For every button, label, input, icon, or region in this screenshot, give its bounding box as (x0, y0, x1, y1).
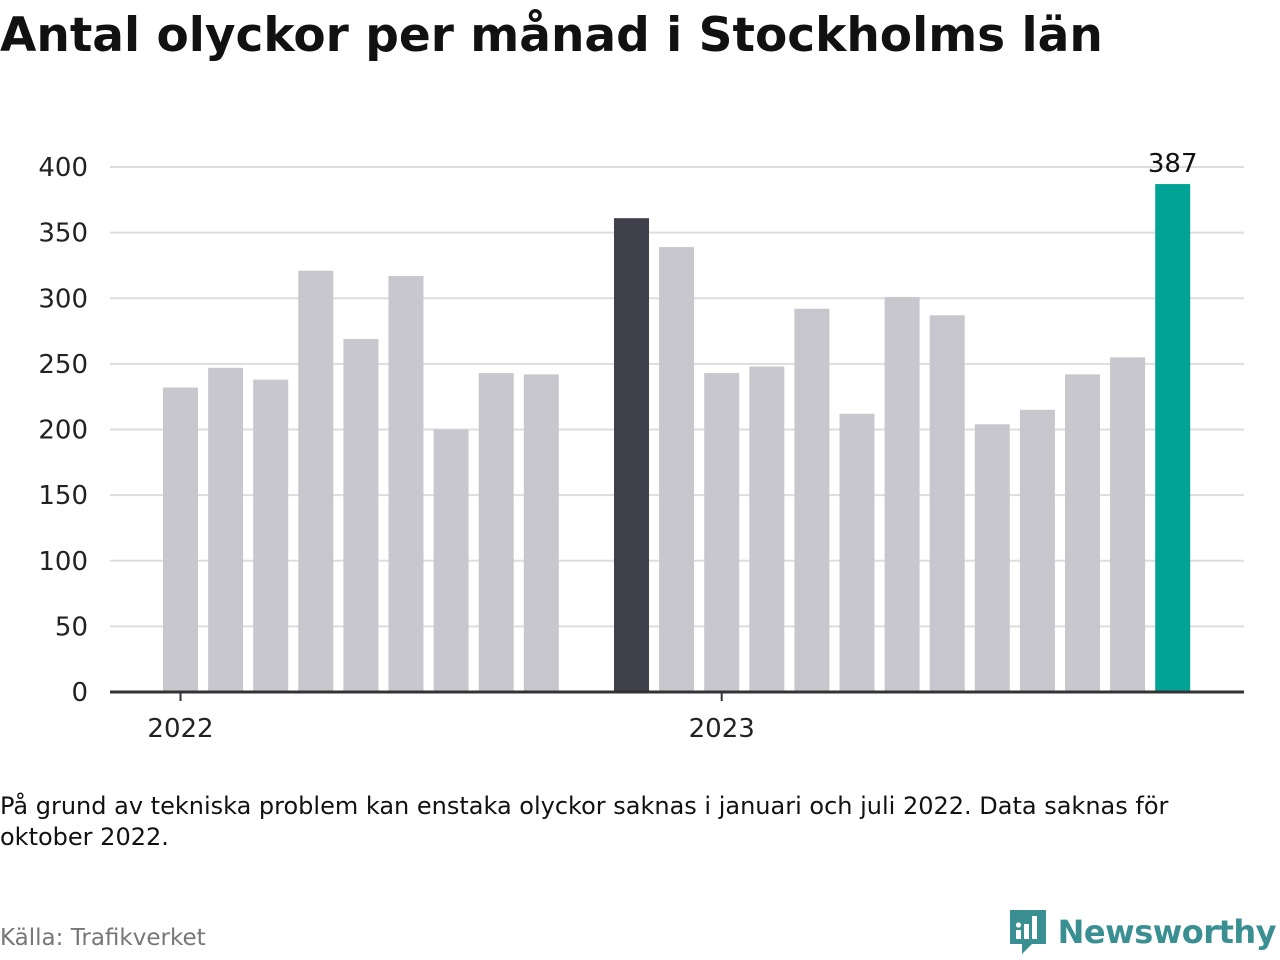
bar-2022-08 (478, 373, 514, 692)
x-tick-label: 2023 (689, 714, 755, 744)
bar-2023-08 (1019, 409, 1055, 692)
bar-value-label: 387 (1148, 149, 1198, 179)
axes (110, 690, 1244, 701)
y-tick-label: 150 (38, 481, 88, 511)
bar-2022-07 (433, 429, 469, 692)
x-tick-label: 2022 (147, 714, 213, 744)
bar-2022-03 (253, 379, 289, 692)
bar-2022-06 (388, 275, 424, 692)
bar-2023-09 (1065, 374, 1100, 692)
labels: 0 50 100 150 200 250 300 350 400 387 2022 2023 (38, 149, 1197, 744)
bar-2023-01 (704, 373, 740, 692)
y-tick-label: 200 (38, 416, 88, 446)
brand-logo[interactable]: Newsworthy (1008, 908, 1277, 956)
bar-2022-01 (163, 387, 198, 692)
bar-2022-04 (298, 270, 334, 692)
bar-2022-02 (208, 367, 244, 692)
y-tick-label: 350 (38, 219, 88, 249)
y-tick-label: 250 (38, 350, 88, 380)
y-tick-label: 100 (38, 547, 88, 577)
bar-2023-04 (839, 413, 875, 692)
y-tick-label: 300 (38, 284, 88, 314)
brand-name: Newsworthy (1057, 913, 1277, 951)
bars (163, 184, 1191, 692)
bar-chart: 0 50 100 150 200 250 300 350 400 387 2022 2023 (38, 149, 1244, 744)
newsworthy-logo-icon (1009, 910, 1046, 954)
bar-2023-06 (929, 315, 965, 692)
bar-2023-11 (1155, 184, 1191, 692)
bar-2023-02 (749, 366, 785, 692)
bar-2022-12 (659, 247, 695, 692)
bar-2022-11 (614, 218, 649, 692)
source-label: Källa: Trafikverket (0, 925, 206, 951)
bar-2023-10 (1110, 357, 1146, 692)
chart-note: På grund av tekniska problem kan enstaka… (0, 792, 1169, 851)
bar-2022-05 (343, 338, 379, 692)
bar-2023-07 (974, 424, 1010, 692)
bar-2023-03 (794, 308, 830, 692)
y-tick-label: 400 (38, 153, 88, 183)
chart-title: Antal olyckor per månad i Stockholms län (0, 8, 1103, 63)
y-tick-label: 50 (55, 612, 88, 642)
bar-2022-09 (523, 374, 559, 692)
y-tick-label: 0 (71, 678, 88, 708)
bar-2023-05 (884, 296, 920, 692)
